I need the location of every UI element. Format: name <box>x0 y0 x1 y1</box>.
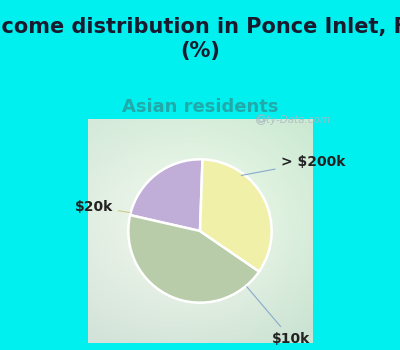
Text: $20k: $20k <box>74 200 130 214</box>
Text: $10k: $10k <box>247 287 310 345</box>
Text: Asian residents: Asian residents <box>122 98 278 116</box>
Text: City-Data.com: City-Data.com <box>257 114 331 125</box>
Wedge shape <box>200 159 272 272</box>
Text: @: @ <box>254 113 266 126</box>
Text: Income distribution in Ponce Inlet, FL
(%): Income distribution in Ponce Inlet, FL (… <box>0 18 400 61</box>
Text: > $200k: > $200k <box>241 155 345 175</box>
Wedge shape <box>130 159 202 231</box>
Wedge shape <box>128 215 259 303</box>
